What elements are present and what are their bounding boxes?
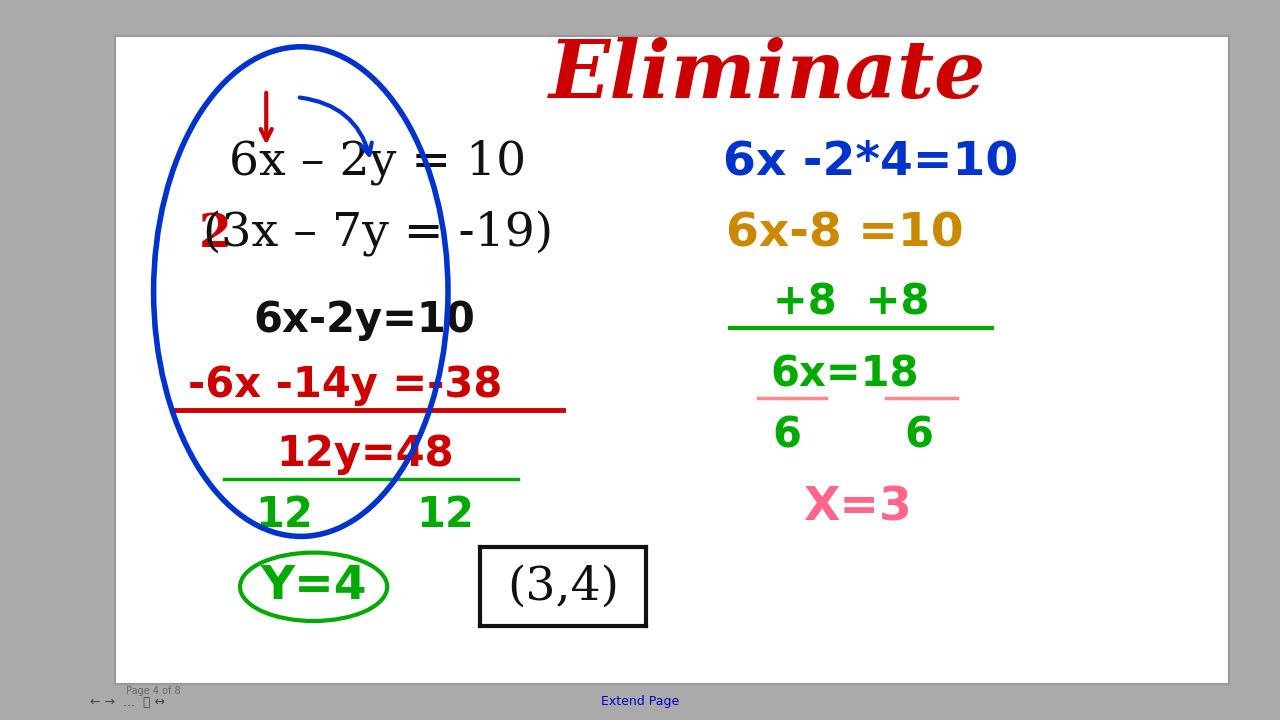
Text: X=3: X=3 (804, 485, 911, 530)
Text: Extend Page: Extend Page (600, 696, 680, 708)
Text: (3,4): (3,4) (507, 564, 620, 609)
Text: Page 4 of 8: Page 4 of 8 (127, 686, 180, 696)
Text: 12: 12 (416, 494, 475, 536)
Text: Y=4: Y=4 (260, 564, 367, 609)
Text: -6x -14y =-38: -6x -14y =-38 (188, 364, 503, 406)
Text: 6x -2*4=10: 6x -2*4=10 (723, 140, 1018, 184)
Text: 6x-8 =10: 6x-8 =10 (726, 212, 964, 256)
Text: 6: 6 (773, 415, 801, 456)
Text: 2: 2 (198, 211, 232, 257)
Text: 6x=18: 6x=18 (771, 354, 919, 395)
Text: 6x-2y=10: 6x-2y=10 (253, 300, 476, 341)
Text: 6x – 2y = 10: 6x – 2y = 10 (229, 139, 526, 185)
Text: Eliminate: Eliminate (549, 37, 987, 114)
Text: 12: 12 (255, 494, 314, 536)
Text: 6: 6 (905, 415, 933, 456)
Text: (3x – 7y = -19): (3x – 7y = -19) (202, 211, 553, 257)
Text: 12y=48: 12y=48 (276, 433, 453, 474)
Text: +8  +8: +8 +8 (773, 282, 929, 323)
Text: ← →  ...  ⧉ ↔: ← → ... ⧉ ↔ (91, 696, 165, 708)
